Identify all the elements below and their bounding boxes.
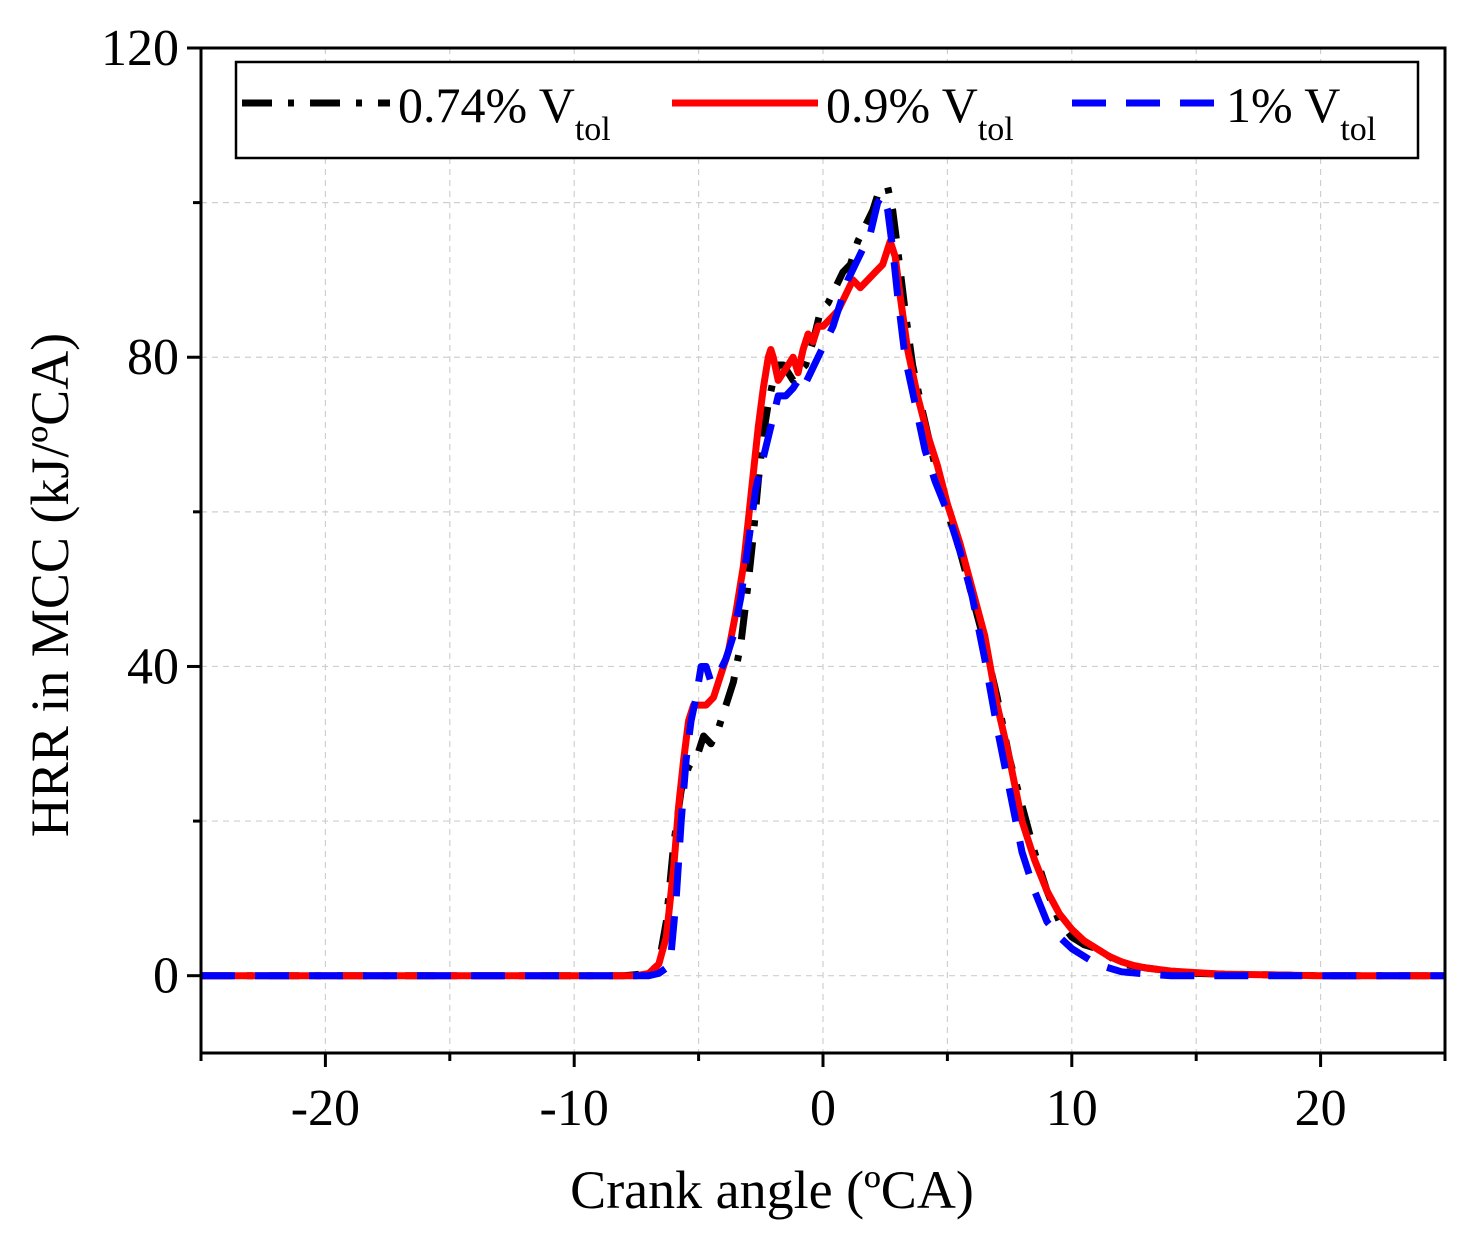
series-line-1 <box>201 183 1445 980</box>
series-lines <box>201 183 1445 980</box>
y-tick-label: 40 <box>127 638 179 695</box>
plot-frame <box>199 46 1447 1055</box>
legend-box <box>234 60 1420 160</box>
series-line-3 <box>201 191 1445 980</box>
x-tick-label: -10 <box>540 1080 609 1137</box>
axis-ticks <box>187 46 1447 1067</box>
x-tick-label: 10 <box>1046 1080 1098 1137</box>
legend-label-1: 0.74% Vtol <box>398 77 611 148</box>
y-tick-label: 80 <box>127 329 179 386</box>
x-axis-title: Crank angle (ºCA) <box>570 1160 974 1220</box>
legend-label-3: 1% Vtol <box>1226 77 1376 148</box>
legend-label-2: 0.9% Vtol <box>826 77 1014 148</box>
y-tick-label: 0 <box>153 948 179 1005</box>
x-tick-label: 20 <box>1295 1080 1347 1137</box>
grid-lines <box>201 48 1445 1053</box>
legend-items: 0.74% Vtol 0.9% Vtol 1% Vtol <box>242 77 1376 148</box>
x-tick-label: 0 <box>810 1080 836 1137</box>
y-tick-label: 120 <box>101 20 179 77</box>
x-tick-label: -20 <box>291 1080 360 1137</box>
legend: 0.74% Vtol 0.9% Vtol 1% Vtol <box>234 60 1420 160</box>
tick-labels: -20 -10 0 10 20 0 40 80 120 <box>101 20 1347 1137</box>
axes <box>199 46 1447 1055</box>
y-axis-title: HRR in MCC (kJ/ºCA) <box>20 333 80 837</box>
